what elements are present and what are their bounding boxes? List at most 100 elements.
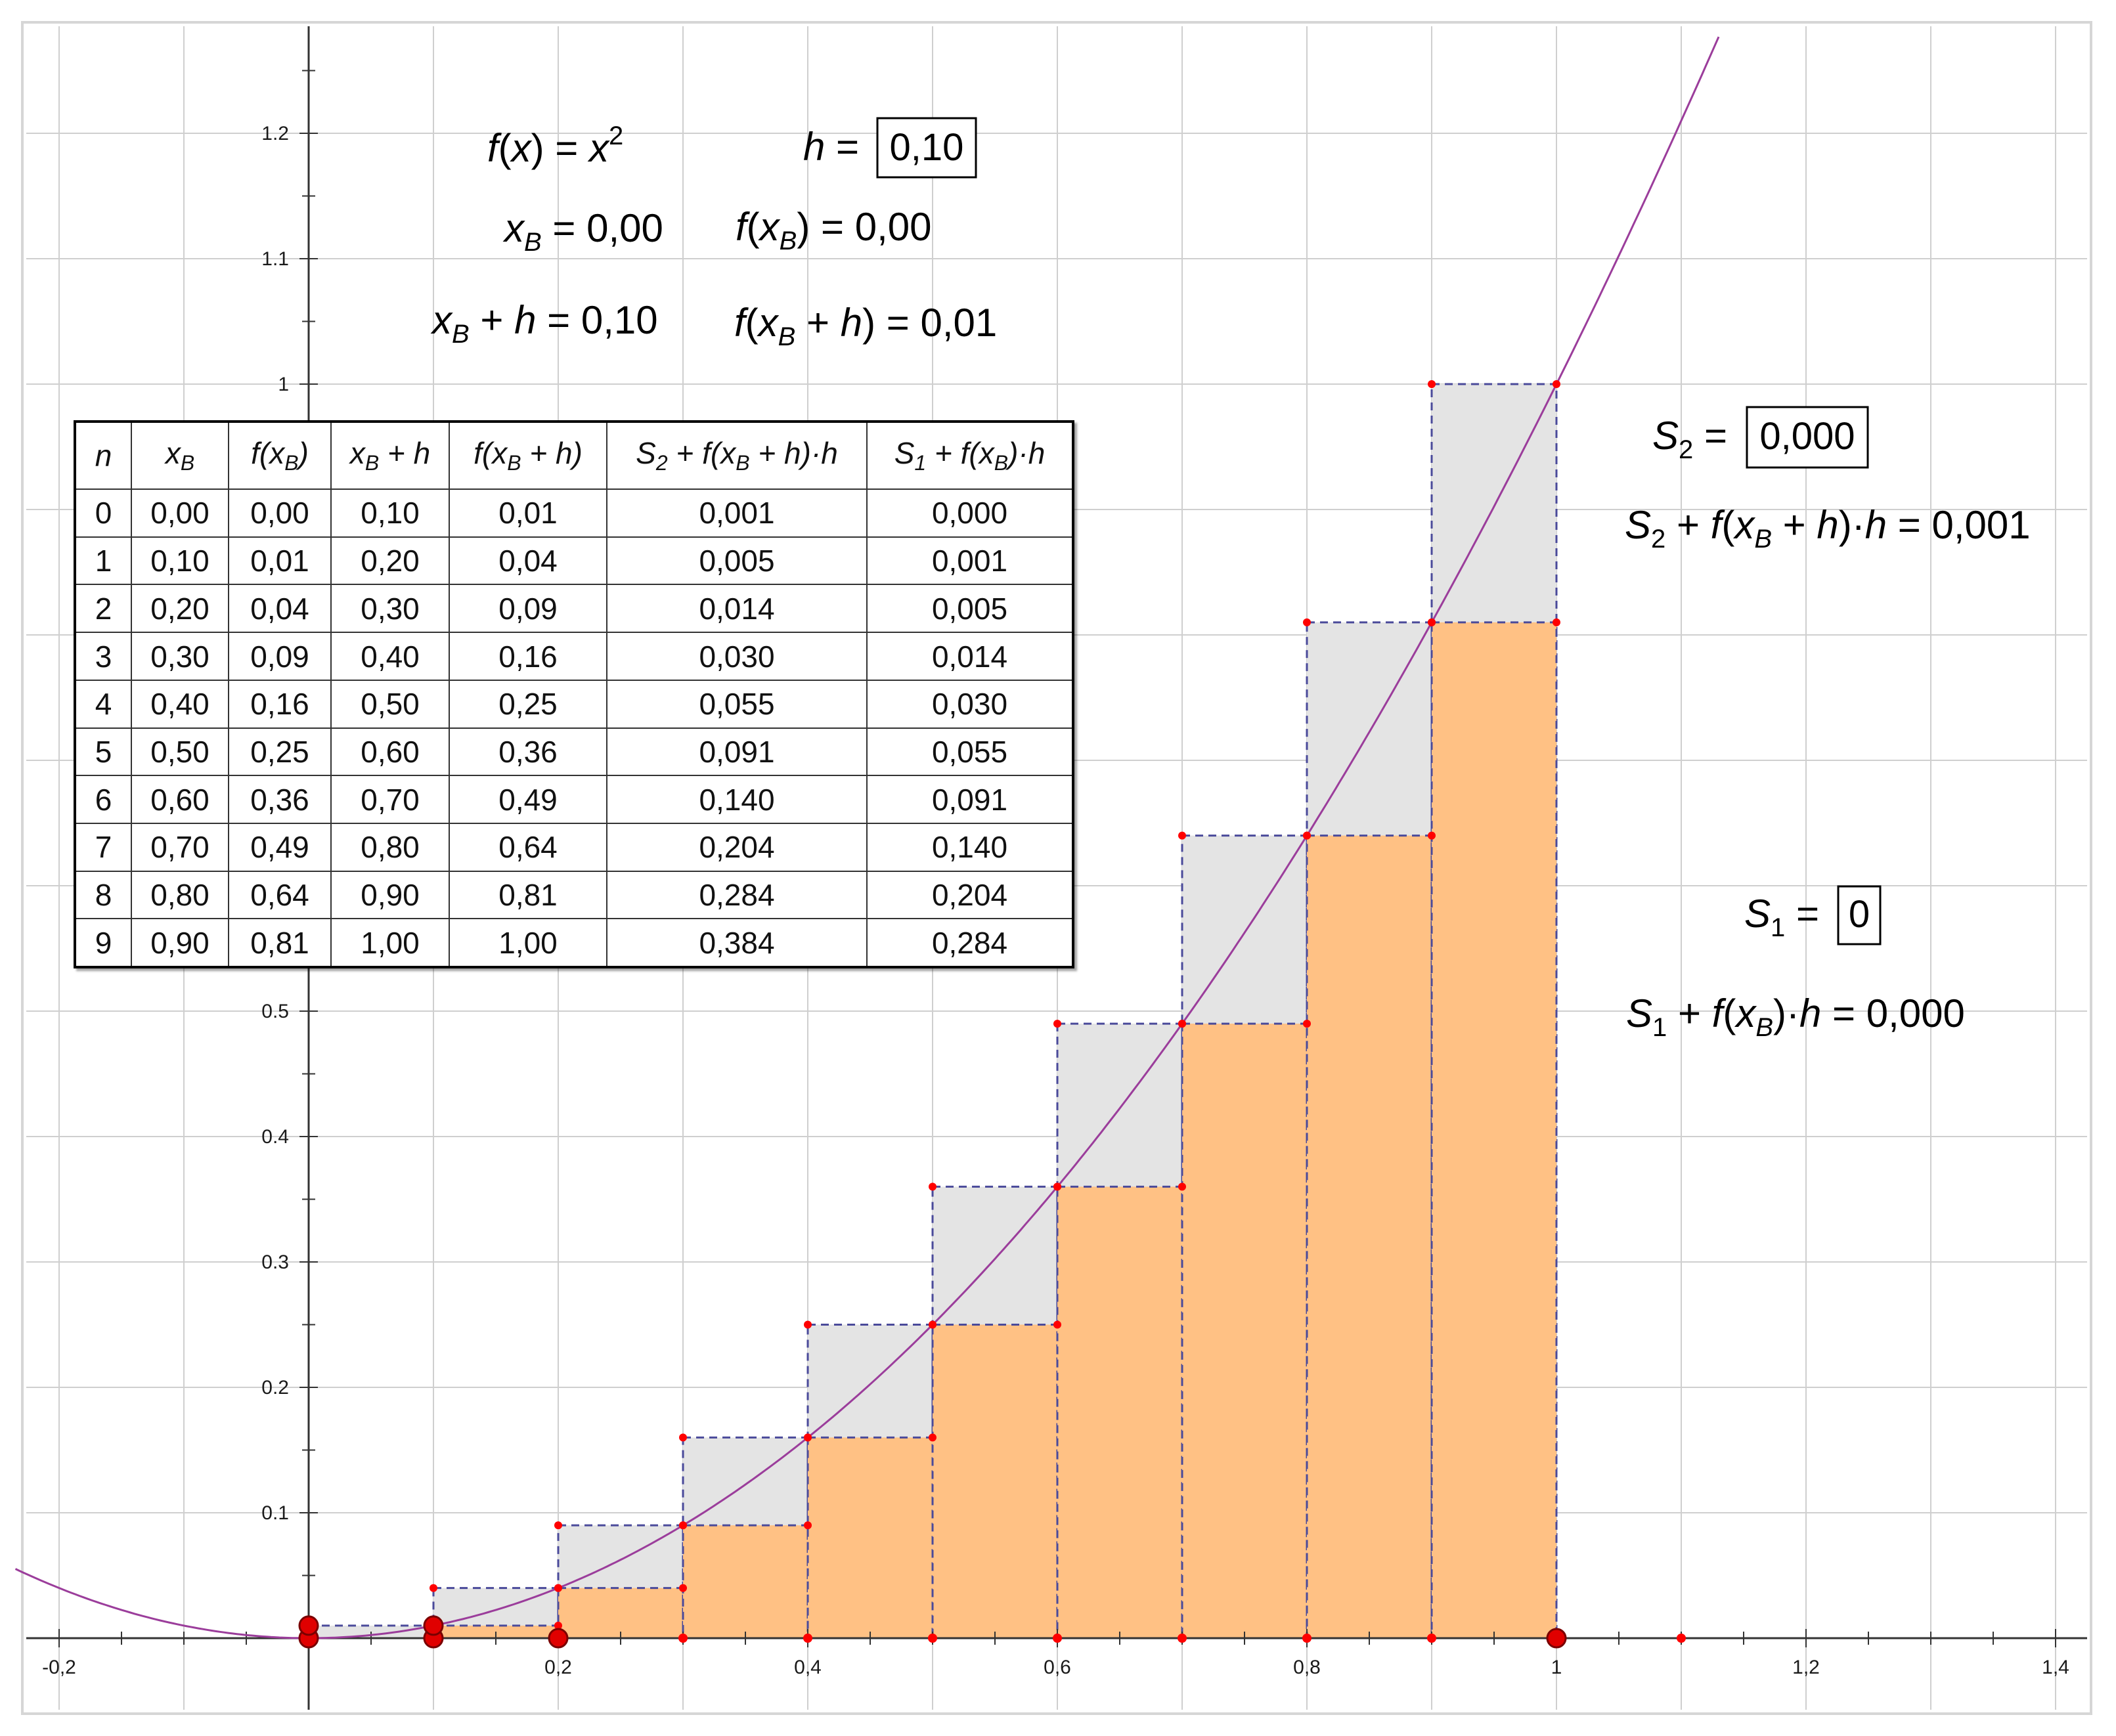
table-cell: 0,64 <box>228 870 332 920</box>
axis-point-large[interactable] <box>1546 1628 1567 1649</box>
table-header-row: n xB f(xB) xB + h f(xB + h) S2 + f(xB + … <box>76 423 1072 490</box>
table-cell: 0,01 <box>228 536 332 586</box>
vertex-point[interactable] <box>1053 1020 1061 1028</box>
vertex-point[interactable] <box>1178 1020 1186 1028</box>
axis-point-large[interactable] <box>423 1615 444 1636</box>
table-cell: 0,30 <box>330 584 450 634</box>
vertex-point[interactable] <box>1053 1320 1061 1329</box>
axis-point[interactable] <box>803 1634 812 1643</box>
formula-h: h = <box>803 125 859 169</box>
axis-point[interactable] <box>1053 1634 1062 1643</box>
vertex-point[interactable] <box>1553 380 1560 388</box>
formula-s2: S2 = <box>1652 414 1727 464</box>
vertex-point[interactable] <box>1428 380 1436 388</box>
vertex-point[interactable] <box>554 1584 562 1592</box>
s2e-h: h <box>1817 503 1838 547</box>
h-value[interactable]: 0,10 <box>890 126 964 169</box>
vertex-point[interactable] <box>430 1584 437 1592</box>
table-row: 7 0,70 0,49 0,80 0,64 0,204 0,140 <box>76 823 1072 872</box>
axis-point[interactable] <box>1677 1634 1686 1643</box>
axis-point[interactable] <box>1302 1634 1311 1643</box>
vertex-point[interactable] <box>1303 831 1311 840</box>
vertex-point[interactable] <box>1428 618 1436 626</box>
fxbh-value: 0,01 <box>920 301 997 345</box>
s1e-sub: 1 <box>1652 1013 1667 1042</box>
formula-fxbh: f(xB + h) = 0,01 <box>734 301 997 351</box>
axis-point[interactable] <box>678 1634 688 1643</box>
s2-S: S <box>1652 414 1679 458</box>
table-cell: 7 <box>76 823 132 872</box>
fxbh-h: h <box>841 301 862 345</box>
table-cell: 0,140 <box>866 823 1072 872</box>
s1e-times-h: h <box>1799 991 1821 1035</box>
vertex-point[interactable] <box>1303 1020 1311 1028</box>
table-cell: 0,20 <box>330 536 450 586</box>
xbh-x: x <box>430 298 453 342</box>
table-cell: 1,00 <box>330 918 450 966</box>
table-cell: 0,014 <box>606 584 868 634</box>
col-header-fxbh: f(xB + h) <box>449 423 607 490</box>
table-cell: 0,055 <box>606 679 868 729</box>
table-cell: 3 <box>76 632 132 681</box>
vertex-point[interactable] <box>1428 831 1436 840</box>
lower-rect <box>1306 835 1433 1639</box>
x-tick-label: -0,2 <box>42 1657 76 1678</box>
axis-point-large[interactable] <box>548 1628 569 1649</box>
table-cell: 0,001 <box>606 488 868 538</box>
axis-point[interactable] <box>1178 1634 1187 1643</box>
table-cell: 0,20 <box>131 584 229 634</box>
s2e-xsub: B <box>1754 525 1772 553</box>
vertex-point[interactable] <box>804 1433 812 1442</box>
s1e-f: f <box>1712 991 1727 1035</box>
axis-point[interactable] <box>928 1634 937 1643</box>
vertex-point[interactable] <box>1053 1183 1061 1191</box>
s1-sub: 1 <box>1771 913 1785 942</box>
vertex-point[interactable] <box>929 1433 937 1442</box>
y-tick-label: 1 <box>278 374 289 395</box>
vertex-point[interactable] <box>679 1521 687 1530</box>
table-cell: 0,055 <box>866 727 1072 777</box>
xbh-sub: B <box>452 320 470 349</box>
s2-value[interactable]: 0,000 <box>1759 415 1855 458</box>
vertex-point[interactable] <box>554 1621 562 1630</box>
vertex-point[interactable] <box>1553 618 1560 626</box>
table-cell: 0,030 <box>606 632 868 681</box>
vertex-point[interactable] <box>679 1584 687 1592</box>
table-cell: 0,014 <box>866 632 1072 681</box>
s1-value[interactable]: 0 <box>1849 893 1870 936</box>
vertex-point[interactable] <box>929 1183 937 1191</box>
vertex-point[interactable] <box>804 1521 812 1530</box>
fxbh-f: f <box>734 301 749 345</box>
table-cell: 0,64 <box>449 823 607 872</box>
h-input-box[interactable] <box>876 117 977 179</box>
table-cell: 0,000 <box>866 488 1072 538</box>
vertex-point[interactable] <box>804 1320 812 1329</box>
col-header-xbh: xB + h <box>330 423 450 490</box>
vertex-point[interactable] <box>554 1521 562 1530</box>
vertex-point[interactable] <box>929 1320 937 1329</box>
table-cell: 0,36 <box>228 775 332 825</box>
table-cell: 0,030 <box>866 679 1072 729</box>
vertex-point[interactable] <box>1178 1183 1186 1191</box>
lower-rect <box>557 1587 684 1639</box>
table-cell: 6 <box>76 775 132 825</box>
vertex-point[interactable] <box>1178 831 1186 840</box>
table-cell: 0,01 <box>449 488 607 538</box>
vertex-point[interactable] <box>1303 618 1311 626</box>
s2e-value: 0,001 <box>1932 503 2031 547</box>
vertex-point[interactable] <box>679 1433 687 1442</box>
table-cell: 0,04 <box>449 536 607 586</box>
x-tick-label: 0,6 <box>1044 1657 1071 1678</box>
table-cell: 0,30 <box>131 632 229 681</box>
axis-point-large[interactable] <box>298 1615 319 1636</box>
table-row: 4 0,40 0,16 0,50 0,25 0,055 0,030 <box>76 679 1072 729</box>
y-tick-label: 0.2 <box>261 1377 289 1399</box>
s2-input-box[interactable] <box>1746 406 1869 469</box>
table-row: 6 0,60 0,36 0,70 0,49 0,140 0,091 <box>76 775 1072 825</box>
table-cell: 2 <box>76 584 132 634</box>
rectangle-vertex-points[interactable] <box>298 380 1686 1649</box>
s1-input-box[interactable] <box>1837 885 1882 945</box>
axis-point[interactable] <box>1427 1634 1436 1643</box>
fx-x: x <box>510 126 533 170</box>
table-cell: 0,10 <box>330 488 450 538</box>
